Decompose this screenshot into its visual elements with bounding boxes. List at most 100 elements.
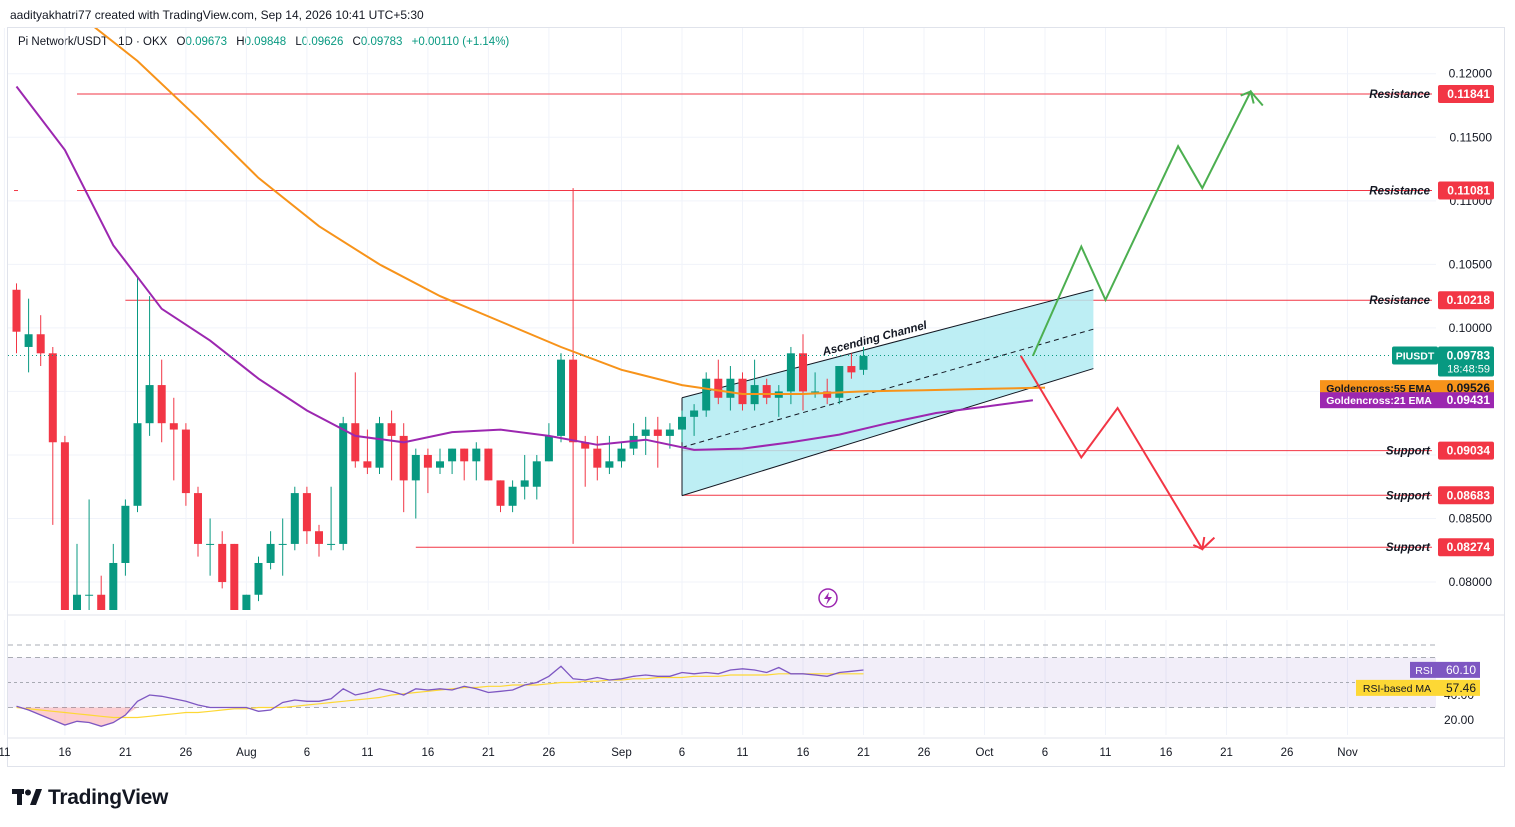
candle-body [593,448,602,468]
ema-tag-label-box [1320,392,1438,409]
lightning-bolt [824,592,832,605]
level-price-value: 0.08274 [1447,540,1491,554]
candle-body [12,289,21,332]
candle-body [278,543,287,545]
time-tick-label: 16 [59,747,72,759]
level-label: Resistance [1369,295,1430,307]
candle-body [266,543,275,563]
ema-tag-label-box [1320,380,1438,397]
rsi-ma-tag-label-box [1356,679,1438,696]
price-tick-label: 0.08500 [1449,512,1493,526]
candle [315,524,323,557]
candle [859,346,868,375]
candle-body [508,486,517,506]
candle [750,359,759,411]
candle [157,359,166,443]
time-tick-label: 21 [119,747,132,759]
rsi-tag: RSI 60.10 [1410,661,1480,678]
candle [593,435,602,481]
high-value: 0.09848 [244,36,287,48]
candle-body [399,435,408,481]
projection-down-arrowhead [1192,536,1206,551]
time-tick-label: 21 [482,747,495,759]
ema-tag-value-box [1438,392,1494,409]
candle [36,315,45,367]
time-tick-label: 11 [0,747,10,759]
candle [847,353,856,379]
candle [181,423,190,506]
level-price-tag [1438,486,1494,505]
candle-body [436,461,444,468]
time-tick-label: Nov [1337,747,1358,759]
candle [145,296,154,436]
candle-body [375,423,384,468]
rsi-ma-tag-label: RSI-based MA [1363,683,1431,695]
candle-body [605,461,614,468]
time-tick-label: 21 [1220,747,1233,759]
countdown-value: 18:48:59 [1447,363,1490,375]
low-label: L [295,36,302,48]
candle [581,435,590,487]
rsi-pane [8,644,1436,727]
candle-body [109,562,118,610]
time-tick-label: 21 [857,747,870,759]
candle [375,416,384,475]
candle-body [726,378,735,398]
candle-body [423,454,432,468]
candle [641,416,650,455]
open-value: 0.09673 [185,36,228,48]
level-price-tag [1438,538,1494,557]
time-tick-label: 6 [679,747,685,759]
candle-body [823,391,832,398]
rsi-tag-label: RSI [1415,665,1433,677]
rsi-ma-tag-value: 57.46 [1446,681,1476,695]
candle [48,346,57,525]
ema-tag-label: Goldencross:21 EMA [1326,395,1432,407]
close-label: C [352,36,361,48]
rsi-tag-label-box [1410,661,1438,678]
candle-body [629,435,638,449]
candle [230,543,239,610]
level-price-value: 0.11841 [1447,87,1490,101]
level-price-tag [1438,291,1494,310]
candle-body [145,385,154,424]
candle-body [532,461,541,487]
ema55-line [93,28,1046,395]
candle-body [678,416,686,430]
levels: Resistance 0.11841 Resistance 0.11081 Resist… [14,84,1494,557]
time-tick-label: Aug [236,747,256,759]
candle-body [557,359,565,436]
channel-fill [682,289,1094,496]
change-value: +0.00110 (+1.14%) [411,36,510,48]
close-value: 0.09783 [360,36,403,48]
candle [738,372,747,411]
candle [242,594,251,610]
time-tick-label: 11 [1100,747,1112,759]
candle-body [60,442,69,610]
level-label: Support [1386,446,1431,458]
candle-body [617,448,626,462]
candle [702,372,711,417]
level-price-tag [1438,84,1494,103]
candle-body [411,454,420,481]
candle-body [230,543,239,610]
candle [799,334,807,411]
candle-body [351,423,360,462]
level-price-value: 0.08683 [1447,488,1491,502]
price-tick-label: 0.12000 [1449,67,1493,81]
candle [835,366,844,405]
time-tick-label: 26 [1281,747,1294,759]
candle-body [799,353,807,392]
rsi-ma-tag-value-box [1438,679,1480,696]
candle [169,397,178,481]
candle-body [121,505,130,563]
chart-credit: aadityakhatri77 created with TradingView… [10,8,424,22]
candle [472,442,481,481]
rsi-ma-line [16,673,864,719]
candle-body [73,594,81,610]
candle-body [387,423,396,436]
candle-body [85,594,94,596]
level-label: Support [1386,542,1431,554]
price-tick-label: 0.11500 [1450,130,1493,144]
